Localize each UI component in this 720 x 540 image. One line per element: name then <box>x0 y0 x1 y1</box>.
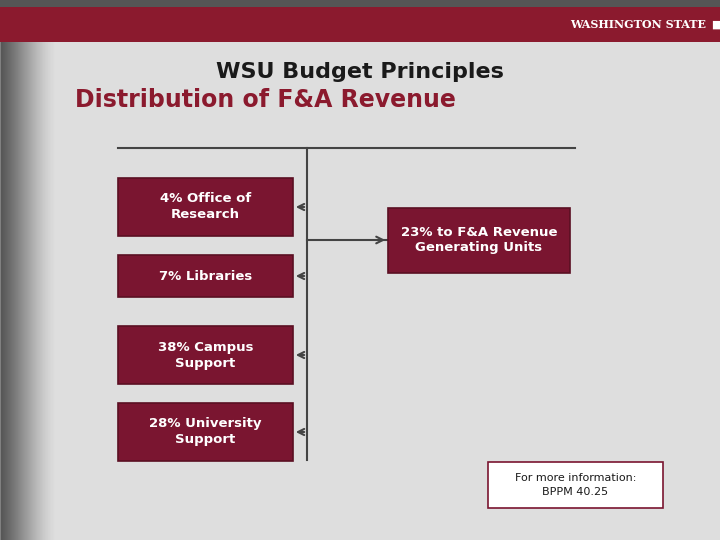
Bar <box>39 42 41 540</box>
Bar <box>51 42 53 540</box>
FancyBboxPatch shape <box>488 462 663 508</box>
Text: For more information:
BPPM 40.25: For more information: BPPM 40.25 <box>515 474 636 497</box>
Bar <box>9 42 11 540</box>
Bar <box>35 42 37 540</box>
Bar <box>41 42 43 540</box>
Bar <box>14 42 16 540</box>
Bar <box>3 42 5 540</box>
Bar <box>38 42 40 540</box>
Text: WASHINGTON STATE: WASHINGTON STATE <box>570 19 706 30</box>
FancyBboxPatch shape <box>118 178 293 236</box>
Bar <box>16 42 18 540</box>
Bar <box>54 42 56 540</box>
Bar <box>13 42 15 540</box>
Bar <box>0 42 2 540</box>
Bar <box>17 42 19 540</box>
Bar <box>43 42 45 540</box>
Bar <box>37 42 39 540</box>
Bar <box>10 42 12 540</box>
Bar <box>33 42 35 540</box>
Bar <box>48 42 50 540</box>
Bar <box>27 42 29 540</box>
Bar <box>6 42 8 540</box>
Bar <box>8 42 10 540</box>
Bar <box>11 42 13 540</box>
Bar <box>46 42 48 540</box>
Bar <box>32 42 34 540</box>
Bar <box>0 0 720 7</box>
Bar <box>20 42 22 540</box>
Bar <box>49 42 51 540</box>
Text: 4% Office of
Research: 4% Office of Research <box>160 192 251 221</box>
Bar <box>21 42 23 540</box>
Bar <box>18 42 20 540</box>
Text: 23% to F&A Revenue
Generating Units: 23% to F&A Revenue Generating Units <box>401 226 557 254</box>
Bar <box>23 42 25 540</box>
Bar <box>36 42 38 540</box>
Bar <box>7 42 9 540</box>
Text: WSU Budget Principles: WSU Budget Principles <box>216 62 504 82</box>
Bar <box>15 42 17 540</box>
Bar <box>4 42 6 540</box>
Bar <box>5 42 7 540</box>
Text: ■ UNIVERSITY: ■ UNIVERSITY <box>708 19 720 30</box>
Bar <box>29 42 31 540</box>
Bar <box>25 42 27 540</box>
FancyBboxPatch shape <box>118 403 293 461</box>
FancyBboxPatch shape <box>388 207 570 273</box>
Text: 28% University
Support: 28% University Support <box>149 417 262 447</box>
Bar <box>2 42 4 540</box>
Bar <box>28 42 30 540</box>
Bar <box>50 42 52 540</box>
Bar <box>52 42 54 540</box>
Bar <box>31 42 33 540</box>
FancyBboxPatch shape <box>118 255 293 297</box>
FancyBboxPatch shape <box>118 326 293 384</box>
Text: Distribution of F&A Revenue: Distribution of F&A Revenue <box>75 88 456 112</box>
Bar <box>34 42 36 540</box>
Bar <box>30 42 32 540</box>
Text: 7% Libraries: 7% Libraries <box>159 269 252 282</box>
Bar <box>45 42 47 540</box>
Bar <box>40 42 42 540</box>
Bar <box>44 42 46 540</box>
Bar <box>0 7 720 42</box>
Bar <box>42 42 44 540</box>
Bar <box>22 42 24 540</box>
Bar <box>53 42 55 540</box>
Bar <box>47 42 49 540</box>
Bar <box>24 42 26 540</box>
Bar <box>19 42 21 540</box>
Bar <box>1 42 3 540</box>
Bar <box>12 42 14 540</box>
Bar <box>26 42 28 540</box>
Text: 38% Campus
Support: 38% Campus Support <box>158 341 253 369</box>
